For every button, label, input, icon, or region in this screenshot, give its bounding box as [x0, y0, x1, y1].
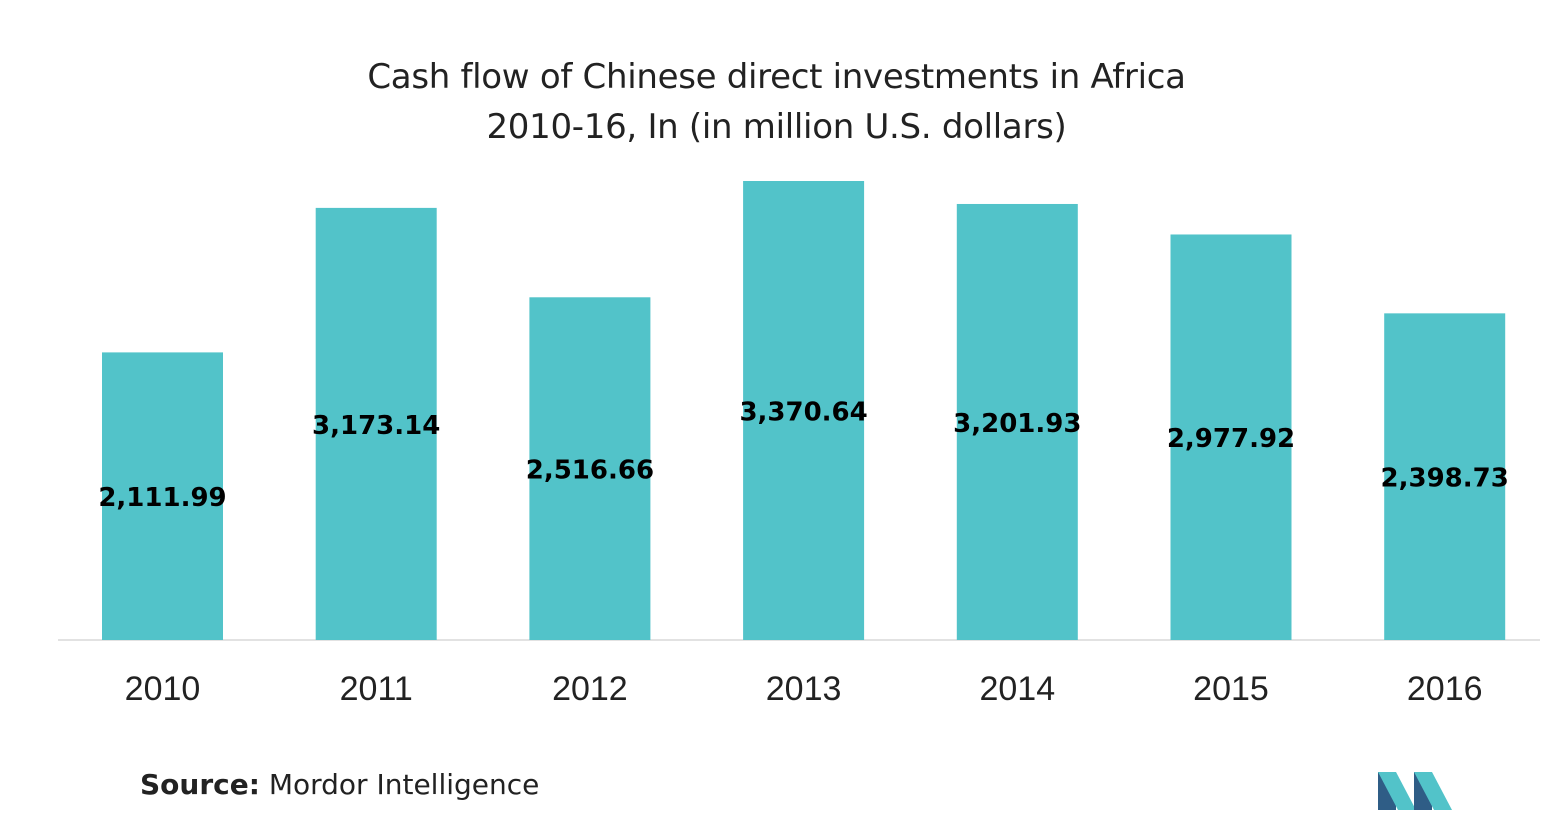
bar-2011: [315, 207, 437, 640]
bar-chart: 2,111.99 3,173.14 2,516.66 3,370.64 3,201.93…: [58, 181, 1540, 708]
bar-2010: [102, 352, 223, 640]
bar-2015: [1170, 234, 1292, 640]
x-tick-label-2016: 2016: [1407, 670, 1483, 708]
x-tick-label-2013: 2013: [766, 670, 842, 708]
value-label-2014: 3,201.93: [953, 409, 1081, 439]
chart-title-block: Cash flow of Chinese direct investments …: [0, 52, 1553, 152]
x-tick-label-2012: 2012: [552, 670, 628, 708]
source-note: Source: Mordor Intelligence: [140, 768, 539, 801]
chart-subtitle: 2010-16, In (in million U.S. dollars): [486, 107, 1067, 147]
x-tick-label-2010: 2010: [125, 670, 201, 708]
bar-2016: [1384, 313, 1506, 640]
mordor-intelligence-logo-icon: [1378, 772, 1452, 810]
bar-2014: [956, 203, 1078, 640]
x-tick-label-2014: 2014: [979, 670, 1055, 708]
value-label-2011: 3,173.14: [312, 411, 440, 441]
bar-2012: [529, 297, 651, 640]
value-label-2015: 2,977.92: [1167, 424, 1295, 454]
value-label-2013: 3,370.64: [739, 398, 867, 428]
bar-2013: [743, 181, 865, 640]
x-tick-label-2015: 2015: [1193, 670, 1269, 708]
source-text: Mordor Intelligence: [268, 768, 540, 801]
source-label: Source:: [140, 768, 260, 801]
chart-title: Cash flow of Chinese direct investments …: [367, 57, 1186, 97]
value-label-2012: 2,516.66: [526, 456, 654, 486]
value-label-2016: 2,398.73: [1381, 464, 1509, 494]
value-label-2010: 2,111.99: [98, 483, 226, 513]
x-tick-label-2011: 2011: [340, 670, 413, 708]
